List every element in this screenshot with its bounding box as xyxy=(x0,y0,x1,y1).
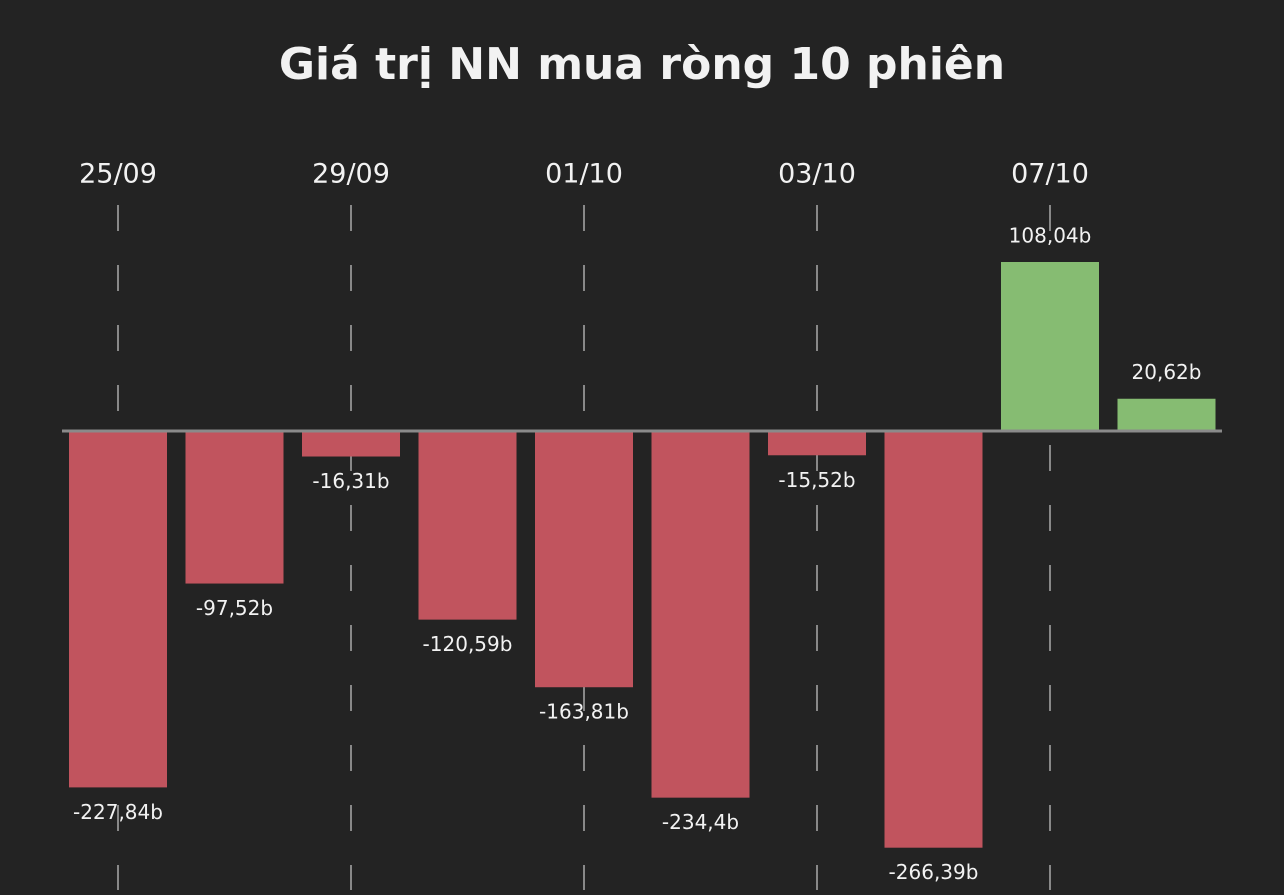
x-tick-label: 07/10 xyxy=(1011,159,1089,190)
bar xyxy=(69,431,167,788)
value-label: -227,84b xyxy=(73,800,163,824)
x-tick-label: 03/10 xyxy=(778,159,856,190)
value-label: -97,52b xyxy=(196,596,273,620)
x-tick-label: 25/09 xyxy=(79,159,157,190)
value-label: -163,81b xyxy=(539,700,629,724)
value-label: -120,59b xyxy=(423,632,513,656)
value-label: -16,31b xyxy=(312,469,389,493)
value-label: -15,52b xyxy=(778,468,855,492)
value-label: 20,62b xyxy=(1132,360,1202,384)
chart-title: Giá trị NN mua ròng 10 phiên xyxy=(279,39,1005,90)
bar xyxy=(418,431,517,620)
bar xyxy=(1001,262,1099,431)
bar xyxy=(535,431,633,688)
x-tick-label: 01/10 xyxy=(545,159,623,190)
bar xyxy=(185,431,284,584)
value-label: -266,39b xyxy=(889,860,979,884)
x-tick-label: 29/09 xyxy=(312,159,390,190)
bar xyxy=(302,431,400,457)
bar xyxy=(1117,398,1216,431)
bar xyxy=(651,431,750,798)
value-label: 108,04b xyxy=(1009,224,1092,248)
bar xyxy=(768,431,866,456)
bar xyxy=(884,431,983,848)
value-label: -234,4b xyxy=(662,810,739,834)
